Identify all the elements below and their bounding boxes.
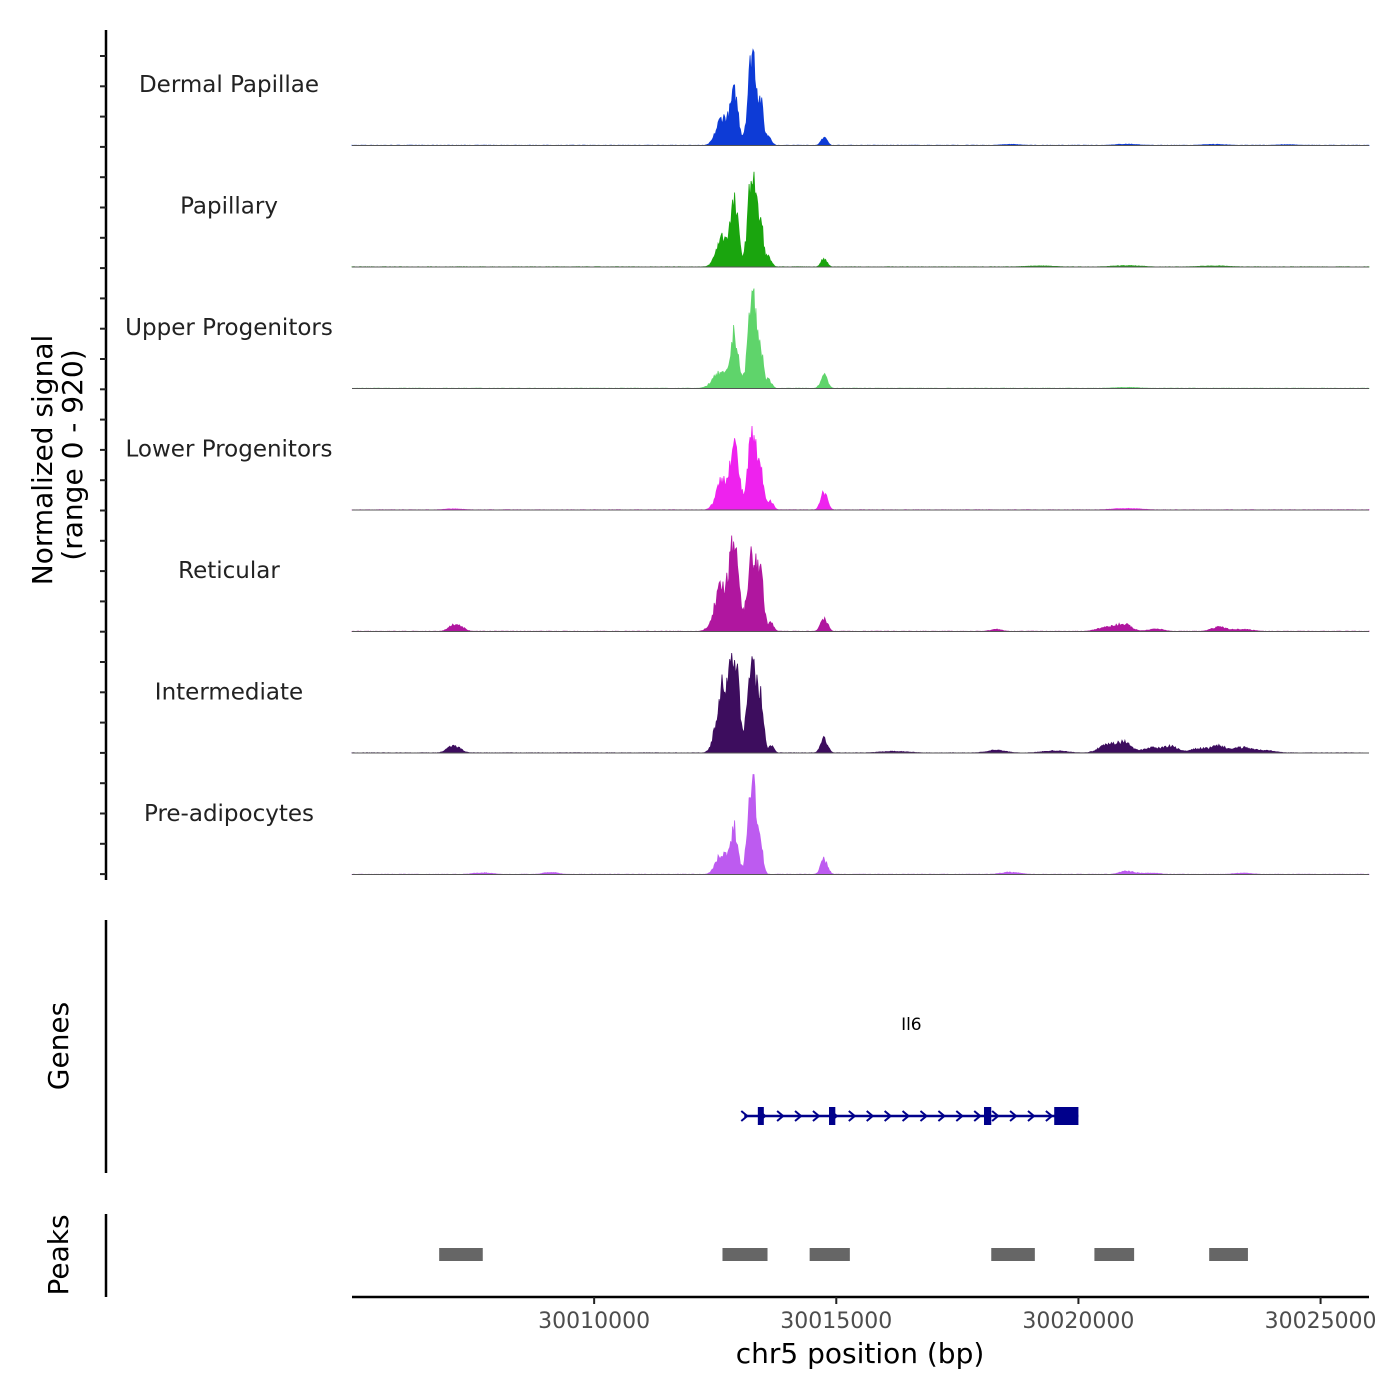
- gene-exon: [829, 1107, 836, 1125]
- strand-arrow: [812, 1110, 821, 1122]
- track-label: Dermal Papillae: [139, 72, 319, 98]
- strand-arrow: [1027, 1110, 1036, 1122]
- strand-arrow: [883, 1110, 893, 1122]
- peak-region: [1209, 1248, 1248, 1261]
- signal-area: [351, 48, 1370, 146]
- signal-track: Reticular: [178, 535, 1370, 632]
- gene-track: Il6: [740, 1015, 1079, 1125]
- peaks-track: [439, 1248, 1248, 1261]
- signal-tracks: Dermal Papillae Papillary Upper Progenitor…: [125, 48, 1370, 875]
- peak-region: [809, 1248, 850, 1261]
- strand-arrow: [866, 1110, 875, 1122]
- signal-track: Papillary: [180, 171, 1370, 268]
- strand-arrow: [1045, 1110, 1054, 1122]
- gene-exon: [983, 1107, 992, 1125]
- peak-region: [1094, 1248, 1135, 1261]
- strand-arrow: [776, 1110, 785, 1122]
- left-axes: [100, 30, 108, 1297]
- signal-track: Intermediate: [155, 652, 1370, 754]
- signal-track: Pre-adipocytes: [144, 774, 1370, 875]
- gene-exon: [1054, 1107, 1079, 1125]
- y-axis-title: Normalized signal: [26, 335, 59, 586]
- x-tick-label: 30020000: [1022, 1309, 1134, 1334]
- signal-track: Dermal Papillae: [139, 48, 1370, 146]
- strand-arrow: [991, 1110, 1000, 1122]
- signal-area: [351, 535, 1370, 632]
- signal-area: [351, 288, 1370, 389]
- gene-label: Il6: [901, 1015, 922, 1035]
- x-axis: 30010000 30015000 30020000 30025000: [352, 1295, 1377, 1334]
- track-label: Papillary: [180, 194, 278, 220]
- gene: Il6: [740, 1015, 1079, 1125]
- signal-area: [351, 425, 1370, 511]
- peak-region: [439, 1248, 483, 1261]
- peak-region: [722, 1248, 768, 1261]
- signal-track: Lower Progenitors: [126, 425, 1370, 511]
- signal-area: [351, 171, 1370, 268]
- track-label: Intermediate: [155, 680, 303, 706]
- gene-exon: [757, 1107, 764, 1125]
- signal-area: [351, 652, 1370, 754]
- strand-arrow: [1009, 1110, 1018, 1122]
- strand-arrow: [937, 1110, 946, 1122]
- genes-track-title: Genes: [42, 1002, 75, 1090]
- x-tick-label: 30010000: [538, 1309, 650, 1334]
- x-axis-title: chr5 position (bp): [736, 1337, 985, 1370]
- x-tick-label: 30015000: [780, 1309, 892, 1334]
- strand-arrow: [794, 1110, 803, 1122]
- track-label: Reticular: [178, 558, 280, 584]
- x-tick-label: 30025000: [1265, 1309, 1377, 1334]
- strand-arrow: [973, 1110, 982, 1122]
- peaks-track-title: Peaks: [42, 1214, 75, 1295]
- strand-arrow: [901, 1110, 911, 1122]
- track-label: Lower Progenitors: [126, 437, 333, 463]
- signal-area: [351, 774, 1370, 875]
- track-label: Upper Progenitors: [125, 315, 333, 341]
- strand-arrow: [740, 1110, 749, 1122]
- track-label: Pre-adipocytes: [144, 801, 314, 827]
- peak-region: [991, 1248, 1035, 1261]
- signal-track: Upper Progenitors: [125, 288, 1370, 389]
- strand-arrow: [919, 1110, 929, 1122]
- strand-arrow: [848, 1110, 857, 1122]
- strand-arrow: [955, 1110, 964, 1122]
- y-axis-range: (range 0 - 920): [56, 349, 89, 560]
